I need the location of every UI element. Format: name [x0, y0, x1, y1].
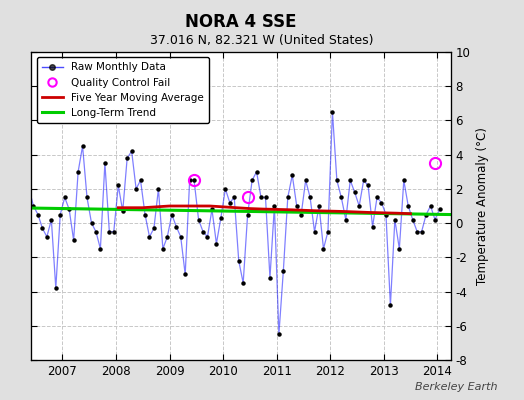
Text: Berkeley Earth: Berkeley Earth	[416, 382, 498, 392]
Legend: Raw Monthly Data, Quality Control Fail, Five Year Moving Average, Long-Term Tren: Raw Monthly Data, Quality Control Fail, …	[37, 57, 209, 123]
Text: 37.016 N, 82.321 W (United States): 37.016 N, 82.321 W (United States)	[150, 34, 374, 47]
Title: NORA 4 SSE: NORA 4 SSE	[185, 13, 297, 31]
Y-axis label: Temperature Anomaly (°C): Temperature Anomaly (°C)	[476, 127, 489, 285]
